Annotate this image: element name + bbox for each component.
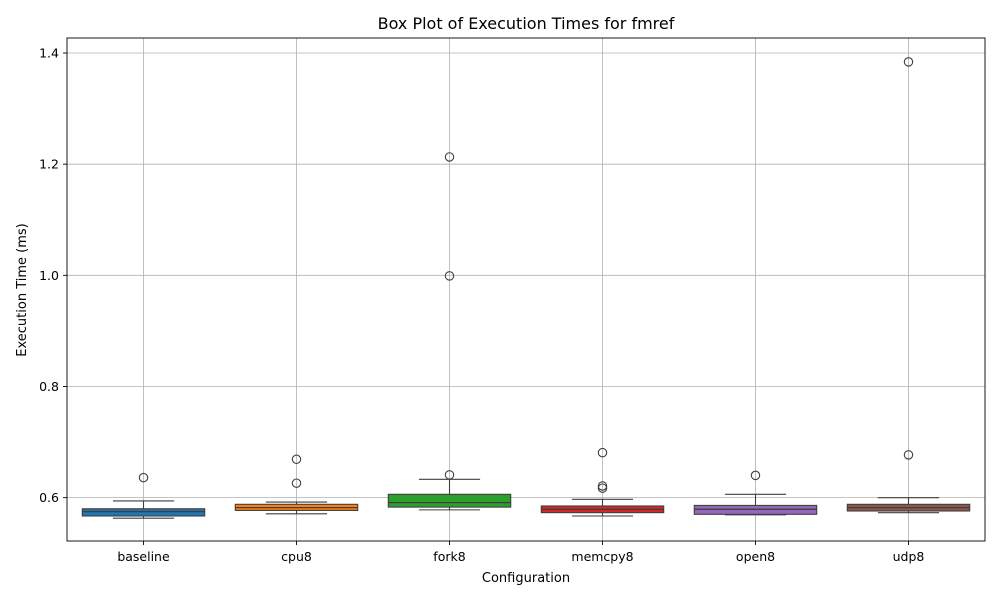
- y-tick-label: 0.8: [39, 379, 59, 394]
- outlier-point: [597, 447, 608, 458]
- box-fork8: [387, 152, 512, 511]
- outlier-point: [444, 271, 455, 281]
- outlier-point: [444, 152, 455, 162]
- box-memcpy8: [540, 447, 665, 517]
- box-udp8: [846, 57, 971, 514]
- outlier-point: [750, 470, 761, 481]
- x-axis-label: Configuration: [482, 571, 570, 586]
- outlier-point: [444, 470, 455, 480]
- outlier-point: [291, 454, 302, 465]
- x-tick-label: udp8: [893, 549, 925, 564]
- x-tick-label: fork8: [433, 549, 465, 564]
- y-tick-label: 0.6: [39, 490, 59, 505]
- x-tick-label: baseline: [117, 549, 170, 564]
- grid-lines: [67, 38, 985, 541]
- x-tick-label: open8: [736, 549, 775, 564]
- axis-ticks: 0.6 0.8 1.0 1.2 1.4 baseline cpu8 fork8 memcpy8 o…: [39, 46, 924, 564]
- box-baseline: [81, 472, 206, 519]
- box-iqr: [387, 493, 512, 508]
- box-open8: [693, 470, 818, 516]
- box-iqr: [81, 508, 206, 517]
- outlier-point: [291, 478, 302, 488]
- outlier-point: [903, 57, 914, 67]
- chart-title: Box Plot of Execution Times for fmref: [378, 14, 675, 33]
- box-cpu8: [234, 454, 359, 515]
- outlier-point: [597, 481, 608, 491]
- outlier-point: [138, 472, 149, 483]
- plot-frame: [66, 37, 986, 542]
- y-tick-label: 1.4: [39, 46, 59, 61]
- x-tick-label: memcpy8: [571, 549, 633, 564]
- y-tick-label: 1.2: [39, 157, 59, 172]
- x-tick-label: cpu8: [281, 549, 312, 564]
- outlier-point: [903, 450, 914, 460]
- box-plot-series: [81, 57, 971, 519]
- y-tick-label: 1.0: [39, 268, 59, 283]
- y-axis-label: Execution Time (ms): [15, 223, 30, 356]
- outlier-point: [597, 483, 608, 493]
